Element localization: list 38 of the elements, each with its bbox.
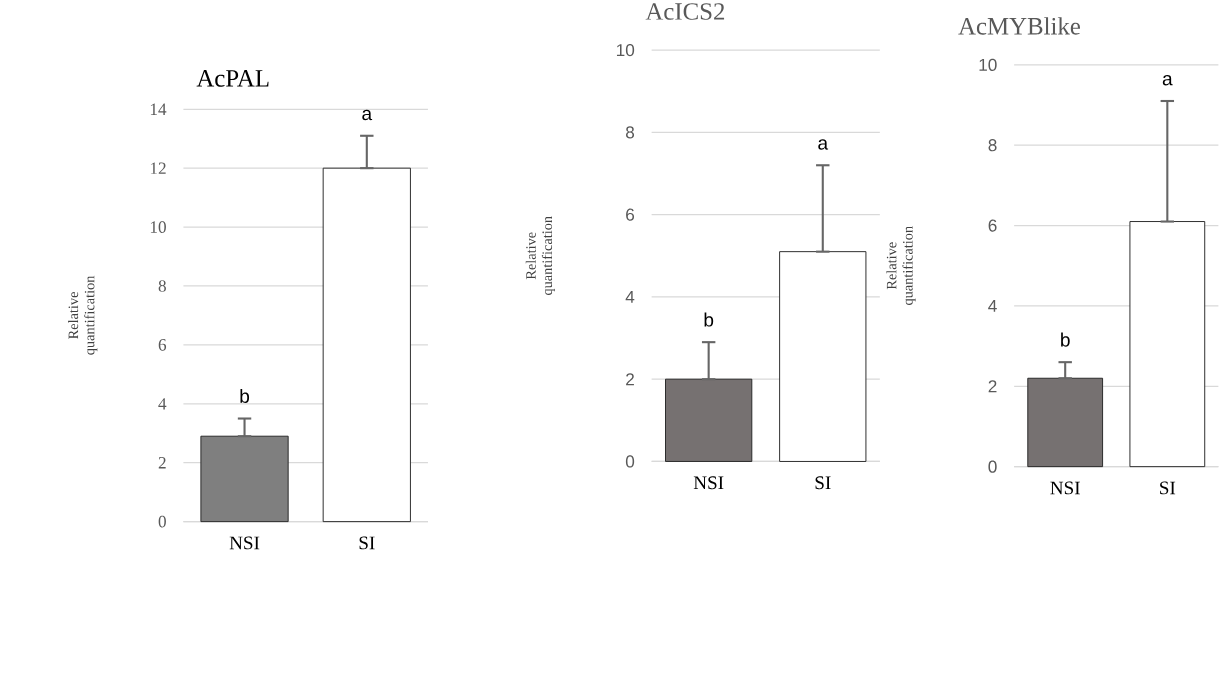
y-tick-label: 6 xyxy=(626,208,635,221)
y-tick-label: 6 xyxy=(158,339,167,351)
y-tick-label: 0 xyxy=(625,455,635,468)
x-tick-label: SI xyxy=(359,536,375,550)
x-tick-label: NSI xyxy=(229,536,260,550)
chart-title: AcICS2 xyxy=(645,3,725,21)
annotation: a xyxy=(818,139,829,150)
x-tick-label: SI xyxy=(1160,481,1176,495)
y-axis-title: Relative quantification xyxy=(886,226,916,306)
x-tick-label: NSI xyxy=(1050,481,1080,495)
annotation: a xyxy=(362,109,373,121)
chart-title: AcPAL xyxy=(196,70,269,87)
y-tick-label: 10 xyxy=(979,58,997,72)
y-tick-label: 4 xyxy=(158,398,167,410)
x-tick-label: NSI xyxy=(693,476,724,490)
y-tick-label: 4 xyxy=(625,291,635,304)
y-tick-label: 6 xyxy=(988,219,997,232)
y-tick-label: 2 xyxy=(988,380,997,393)
annotation: b xyxy=(704,312,714,327)
y-axis-title: Relative quantification xyxy=(525,216,555,296)
y-tick-label: 14 xyxy=(150,103,167,116)
y-axis-title: Relative quantification xyxy=(68,276,98,355)
y-tick-label: 8 xyxy=(158,280,166,292)
y-tick-label: 8 xyxy=(988,139,997,152)
x-tick-label: SI xyxy=(815,476,831,490)
y-tick-label: 0 xyxy=(988,460,997,473)
annotation: b xyxy=(1061,332,1070,347)
annotation: a xyxy=(1162,75,1173,86)
y-tick-label: 0 xyxy=(158,516,166,528)
y-tick-label: 12 xyxy=(150,162,166,175)
annotation: b xyxy=(240,389,250,404)
y-tick-label: 8 xyxy=(625,126,635,139)
y-tick-label: 10 xyxy=(616,44,635,57)
y-tick-label: 4 xyxy=(988,300,997,313)
y-tick-label: 2 xyxy=(158,457,166,469)
y-tick-label: 10 xyxy=(150,221,166,234)
y-tick-label: 2 xyxy=(626,373,634,386)
chart-title: AcMYBlike xyxy=(958,17,1080,35)
